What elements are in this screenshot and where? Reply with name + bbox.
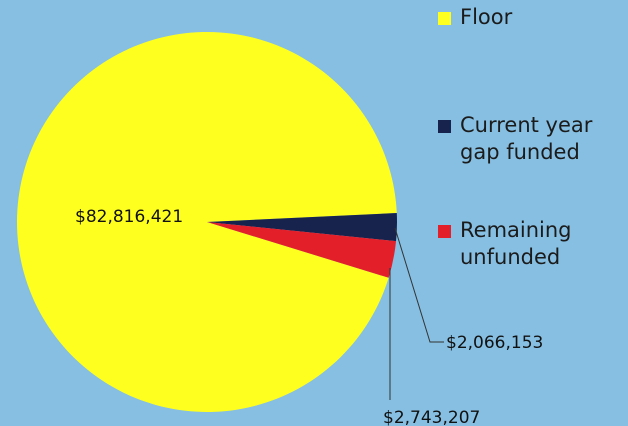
data-label: $82,816,421 [75,207,183,227]
pie-slice [207,222,397,278]
legend-label: Floor [460,5,513,29]
pie-slice [207,213,397,242]
data-label: $2,066,153 [446,333,543,353]
legend-label: Remaining unfunded [460,218,572,269]
pie-slice [17,31,397,412]
legend-swatch [438,12,451,25]
pie [17,31,397,412]
legend-label: Current year gap funded [460,113,593,164]
legend-swatch [438,120,451,133]
data-label: $2,743,207 [383,408,480,426]
leader-line [394,227,444,343]
legend-swatch [438,225,451,238]
